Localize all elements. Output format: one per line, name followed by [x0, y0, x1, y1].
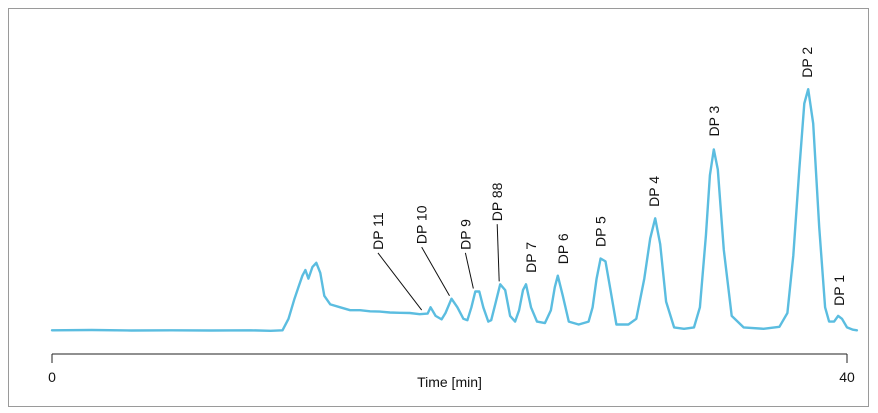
plot-layer [50, 88, 859, 332]
peak-label-9: DP 2 [799, 47, 815, 78]
peak-label-1: DP 10 [414, 205, 430, 244]
peak-label-0: DP 11 [370, 212, 386, 250]
peak-label-7: DP 4 [646, 176, 662, 207]
peak-leader-3 [496, 224, 500, 282]
peak-label-10: DP 1 [831, 275, 847, 306]
peak-label-3: DP 88 [489, 182, 505, 221]
peak-label-2: DP 9 [457, 219, 473, 250]
peak-labels: DP 11 DP 10 DP 9 DP 88 DP 7 DP 6 DP 5 DP 4 DP 3 D… [370, 47, 847, 311]
peak-label-6: DP 5 [593, 216, 609, 247]
peak-label-5: DP 6 [555, 233, 571, 264]
peak-label-8: DP 3 [706, 105, 722, 136]
x-tick-label-1: 40 [839, 369, 855, 385]
x-axis-label: Time [min] [417, 374, 482, 390]
peak-leader-2 [464, 252, 474, 289]
peak-label-4: DP 7 [523, 242, 539, 273]
peak-leader-0 [377, 252, 423, 311]
signal-trace-0 [50, 88, 859, 332]
peak-leader-1 [421, 246, 450, 296]
x-tick-label-0: 0 [48, 369, 56, 385]
x-axis: 0 40 [48, 353, 855, 385]
